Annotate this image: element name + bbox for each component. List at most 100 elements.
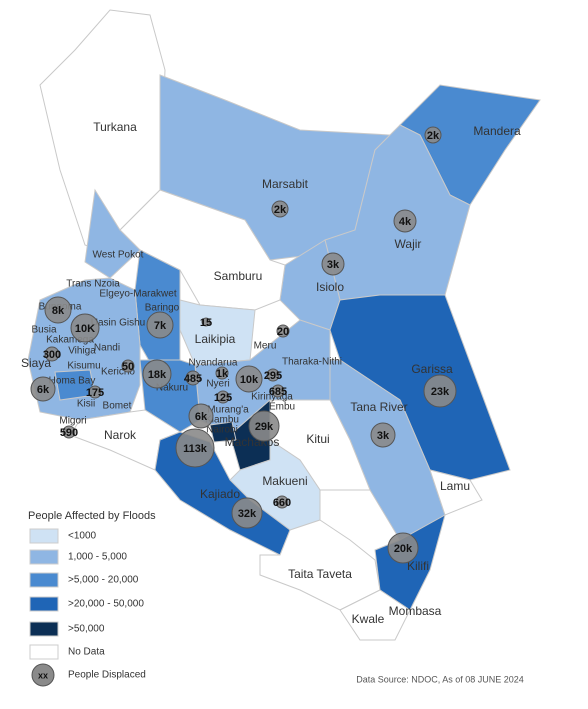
- county-label: Tharaka-Nithi: [282, 357, 342, 368]
- bubble: [175, 428, 215, 468]
- bubble-label: 50: [122, 361, 134, 373]
- bubble-label: 20k: [394, 543, 413, 555]
- source: Data Source: NDOC, As of 08 JUNE 2024: [356, 674, 524, 684]
- legend-label: >50,000: [68, 624, 105, 635]
- bubble: [30, 376, 56, 402]
- legend-label: >5,000 - 20,000: [68, 575, 139, 586]
- county-label: Uasin Gishu: [91, 318, 145, 329]
- county-label: Kakamega: [46, 335, 94, 346]
- bubble: [216, 390, 230, 404]
- kwale: [339, 589, 411, 641]
- county-label: Marsabit: [262, 177, 309, 191]
- legend-label: 1,000 - 5,000: [68, 552, 127, 563]
- bubble: [275, 495, 289, 509]
- bubble: [215, 366, 229, 380]
- county-label: Tana River: [350, 400, 407, 414]
- county-label: Siaya: [21, 356, 51, 370]
- bubble-label: 7k: [154, 320, 167, 332]
- county-label: Embu: [269, 402, 295, 413]
- lamu: [429, 469, 483, 516]
- bubble-label: 590: [60, 427, 78, 439]
- bubble-label: 23k: [431, 386, 450, 398]
- bubble: [276, 324, 290, 338]
- bubble-label: 2k: [427, 130, 440, 142]
- county-label: Wajir: [395, 237, 422, 251]
- county-label: Kisii: [77, 399, 95, 410]
- county-label: Nyeri: [206, 379, 229, 390]
- bubble: [235, 365, 263, 393]
- county-label: Nairobi: [206, 425, 238, 436]
- county-label: Bomet: [103, 401, 132, 412]
- legend-swatch: [29, 549, 59, 565]
- legend-swatch: [29, 621, 59, 637]
- legend-label: >20,000 - 50,000: [68, 599, 144, 610]
- legend-swatch: [29, 596, 59, 612]
- county-label: Meru: [254, 341, 277, 352]
- county-label: Isiolo: [316, 280, 344, 294]
- county-label: Vihiga: [68, 346, 96, 357]
- bubble-label: 2k: [274, 204, 287, 216]
- legend-symbol: [31, 663, 55, 687]
- bubble: [88, 385, 102, 399]
- bubble-label: 10k: [240, 374, 259, 386]
- bubble-label: 685: [269, 386, 287, 398]
- bubble-label: 6k: [37, 384, 50, 396]
- county-label: Taita Taveta: [288, 567, 352, 581]
- bubble: [44, 346, 60, 362]
- bubble: [44, 296, 72, 324]
- bubble-label: 20: [277, 326, 289, 338]
- county-label: Baringo: [145, 303, 180, 314]
- bubble: [424, 126, 442, 144]
- bubble-label: 4k: [399, 216, 412, 228]
- bubble-label: 3k: [377, 430, 390, 442]
- legend: People Affected by Floods <1000 1,000 - 5…: [28, 510, 156, 687]
- bubble: [201, 317, 211, 327]
- county-label: Kirinyaga: [251, 392, 293, 403]
- county-label: Elgeyo-Marakwet: [99, 289, 176, 300]
- bubble: [231, 497, 263, 529]
- bubble-label: 485: [184, 373, 202, 385]
- bubble: [423, 374, 457, 408]
- county-label: Kericho: [101, 367, 135, 378]
- county-label: Garissa: [411, 362, 453, 376]
- bubble: [271, 384, 285, 398]
- bubble: [62, 425, 76, 439]
- legend-swatch: [29, 572, 59, 588]
- bubble: [266, 368, 280, 382]
- bubble-label: 125: [214, 392, 232, 404]
- county-labels: Turkana Marsabit Mandera Wajir Samburu Isiolo…: [21, 120, 521, 626]
- bubble: [121, 359, 135, 373]
- county-label: Kwale: [352, 612, 385, 626]
- legend-title: People Affected by Floods: [28, 510, 156, 522]
- bubble-label: 1k: [216, 368, 229, 380]
- county-label: Narok: [104, 428, 137, 442]
- legend-swatch: [29, 528, 59, 544]
- legend-symbol-text: xx: [38, 670, 48, 680]
- bubble: [271, 200, 289, 218]
- bubble: [70, 313, 100, 343]
- county-label: Lamu: [440, 479, 470, 493]
- bubble: [185, 370, 201, 386]
- county-label: Kilifi: [407, 559, 429, 573]
- bubble: [370, 422, 396, 448]
- bubble-label: 300: [43, 349, 61, 361]
- bubble-label: 18k: [148, 369, 167, 381]
- bubble: [142, 359, 172, 389]
- county-label: Trans Nzoia: [66, 279, 120, 290]
- bubble: [188, 403, 214, 429]
- bubble-label: 10K: [75, 323, 95, 335]
- county-label: Nyandarua: [189, 358, 238, 369]
- county-label: Kiambu: [205, 415, 239, 426]
- county-label: West Pokot: [93, 250, 144, 261]
- bubble: [321, 252, 345, 276]
- county-label: Turkana: [93, 120, 137, 134]
- county-label: Busia: [31, 325, 56, 336]
- county-label: Kitui: [306, 432, 329, 446]
- bubble-label: 175: [86, 387, 104, 399]
- county-label: Mandera: [473, 124, 521, 138]
- displaced-bubbles: 2k 2k 4k 3k 15 20 8k 10K 7k 300 50 18k 485 1k 10k 295 68…: [30, 126, 457, 564]
- bubble-label: 8k: [52, 305, 65, 317]
- bubble-label: 32k: [238, 508, 257, 520]
- legend-swatch: [29, 644, 59, 660]
- taita-taveta: [259, 519, 381, 611]
